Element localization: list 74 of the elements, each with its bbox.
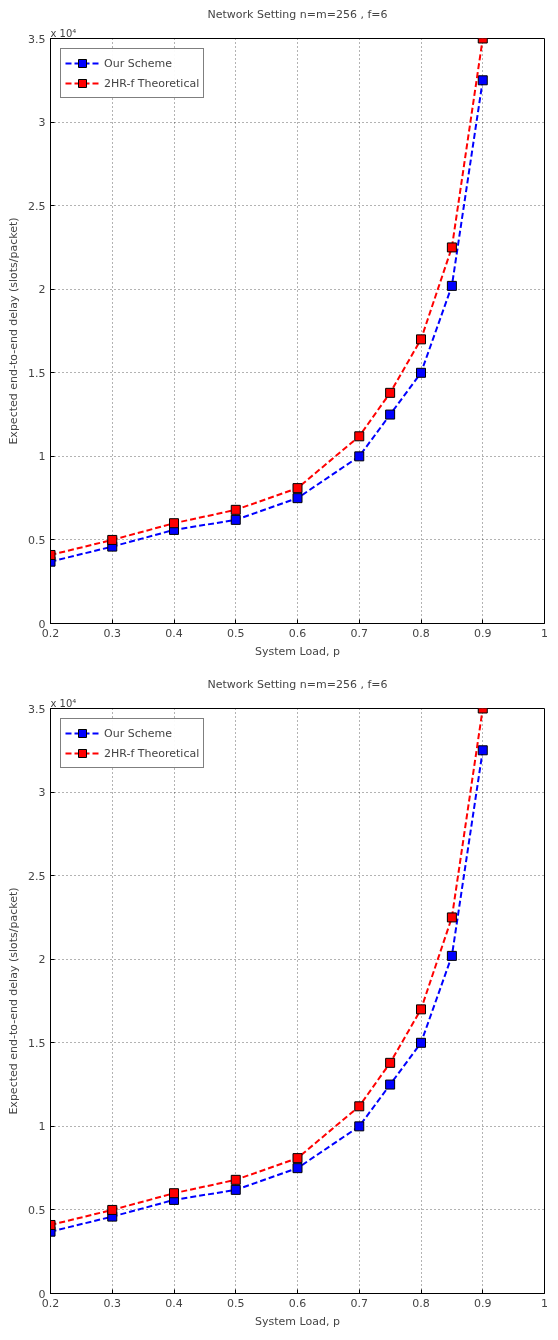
- point: [292, 483, 303, 494]
- legend-label: 2HR-f Theoretical: [104, 746, 200, 760]
- x-tick-label: 0.7: [350, 626, 368, 640]
- x-axis-title: System Load, p: [255, 1314, 340, 1328]
- point: [385, 1057, 396, 1068]
- x-tick-label: 0.8: [412, 626, 430, 640]
- y-tick-label: 1: [38, 1120, 46, 1134]
- x-tick-label: 0.8: [412, 1296, 430, 1310]
- point: [416, 1004, 426, 1015]
- point: [477, 745, 488, 756]
- y-tick-label: 2: [38, 283, 46, 297]
- point: [107, 1204, 118, 1215]
- point: [416, 367, 426, 378]
- x-tick-label: 0.2: [41, 1296, 60, 1310]
- y-tick-label: 2.5: [28, 869, 46, 883]
- point: [385, 409, 396, 420]
- point: [292, 493, 303, 504]
- y-tick-label: 2.5: [28, 199, 46, 213]
- y-tick-label: 1.5: [28, 1036, 46, 1050]
- x-tick-label: 0.5: [227, 626, 245, 640]
- x-tick-label: 0.6: [288, 1296, 307, 1310]
- text: x 10⁴: [50, 27, 77, 39]
- point: [446, 242, 457, 253]
- x-axis-title: System Load, p: [255, 644, 340, 658]
- point: [169, 518, 179, 529]
- point: [354, 1101, 365, 1112]
- chart-title: Network Setting n=m=256 , f=6: [207, 677, 388, 691]
- x-tick-label: 0.6: [288, 626, 307, 640]
- y-axis-title: Expected end-to-end delay (slots/packet): [7, 217, 21, 445]
- point: [354, 1121, 365, 1132]
- y-tick-label: 1: [38, 450, 46, 464]
- y-axis-title: Expected end-to-end delay (slots/packet): [7, 887, 21, 1115]
- point: [354, 431, 365, 442]
- y-tick-label: 0.5: [28, 1203, 46, 1217]
- x-tick-label: 0.4: [165, 1296, 183, 1310]
- point: [446, 912, 457, 923]
- x-tick-label: 1: [541, 626, 548, 640]
- x-tick-label: 0.4: [165, 626, 183, 640]
- legend-label: Our Scheme: [104, 56, 172, 70]
- point: [385, 1079, 396, 1090]
- x-tick-label: 0.9: [474, 626, 492, 640]
- point: [416, 334, 426, 345]
- x-tick-label: 0.5: [227, 1296, 245, 1310]
- point: [446, 950, 457, 961]
- point: [385, 387, 396, 398]
- point: [292, 1163, 303, 1174]
- x-tick-label: 0.9: [474, 1296, 492, 1310]
- point: [230, 504, 241, 515]
- point: [107, 534, 118, 545]
- y-tick-label: 0.5: [28, 533, 46, 547]
- y-tick-label: 3: [38, 116, 46, 130]
- point: [446, 280, 457, 291]
- x-tick-label: 0.2: [41, 626, 60, 640]
- point: [230, 1184, 241, 1195]
- y-tick-label: 1.5: [28, 366, 46, 380]
- point: [230, 514, 241, 525]
- y-tick-label: 2: [38, 953, 46, 967]
- x-tick-label: 1: [541, 1296, 548, 1310]
- legend-label: Our Scheme: [104, 726, 172, 740]
- point: [416, 1037, 426, 1048]
- x-tick-label: 0.3: [103, 626, 121, 640]
- point: [292, 1153, 303, 1164]
- y-tick-label: 3.5: [28, 702, 46, 716]
- point: [230, 1174, 241, 1185]
- x-tick-label: 0.3: [103, 1296, 121, 1310]
- text: x 10⁴: [50, 697, 77, 709]
- x-tick-label: 0.7: [350, 1296, 368, 1310]
- point: [354, 451, 365, 462]
- y-tick-label: 3: [38, 786, 46, 800]
- y-tick-label: 3.5: [28, 32, 46, 46]
- point: [169, 1188, 179, 1199]
- chart-title: Network Setting n=m=256 , f=6: [207, 7, 388, 21]
- legend-label: 2HR-f Theoretical: [104, 76, 200, 90]
- point: [477, 75, 488, 86]
